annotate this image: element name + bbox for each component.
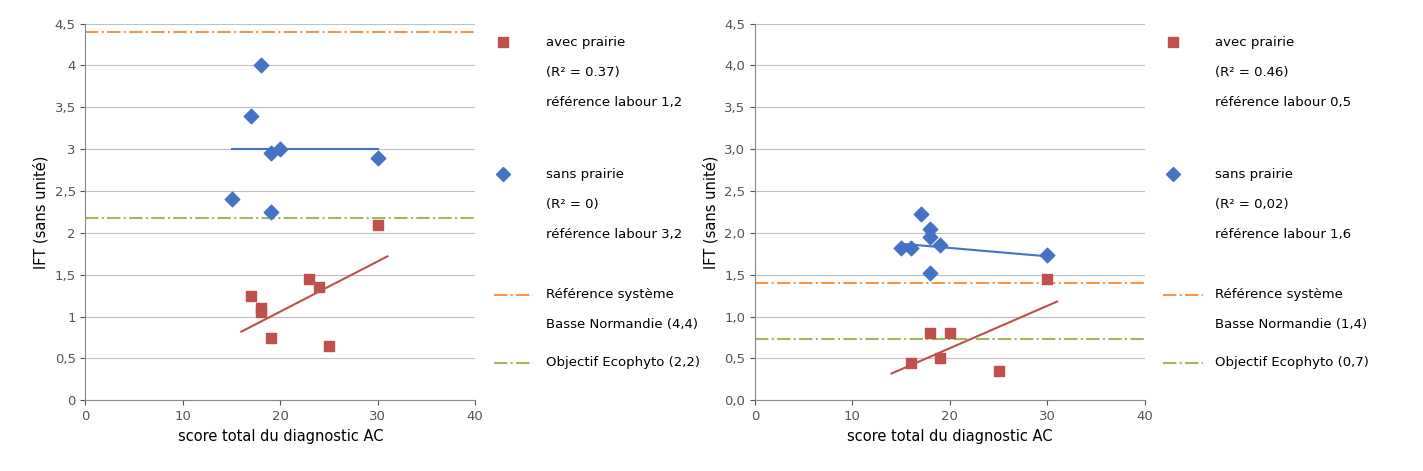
Point — [909, 211, 932, 218]
Point — [249, 309, 272, 316]
Point — [919, 233, 942, 241]
Point — [221, 195, 243, 203]
Point — [889, 244, 912, 252]
Point — [929, 242, 952, 249]
Point — [899, 244, 922, 252]
Text: Basse Normandie (4,4): Basse Normandie (4,4) — [545, 318, 697, 332]
X-axis label: score total du diagnostic AC: score total du diagnostic AC — [847, 429, 1053, 444]
Text: référence labour 1,2: référence labour 1,2 — [545, 96, 682, 109]
Point — [249, 304, 272, 312]
Text: (R² = 0.46): (R² = 0.46) — [1215, 66, 1289, 79]
Text: (R² = 0.37): (R² = 0.37) — [545, 66, 619, 79]
Point — [259, 208, 282, 216]
Point — [919, 330, 942, 337]
Point — [919, 269, 942, 277]
Point — [259, 334, 282, 341]
Text: référence labour 0,5: référence labour 0,5 — [1215, 96, 1352, 109]
Point — [307, 284, 330, 291]
Text: avec prairie: avec prairie — [1215, 36, 1295, 49]
Point — [1036, 252, 1059, 259]
Point — [366, 154, 388, 161]
Text: sans prairie: sans prairie — [1215, 168, 1294, 181]
Point — [939, 330, 962, 337]
Text: (R² = 0,02): (R² = 0,02) — [1215, 198, 1289, 211]
Text: sans prairie: sans prairie — [545, 168, 623, 181]
Point — [317, 342, 340, 349]
Point — [988, 367, 1010, 375]
Text: Référence système: Référence système — [1215, 288, 1343, 301]
Text: avec prairie: avec prairie — [545, 36, 625, 49]
Point — [239, 112, 262, 120]
Point — [929, 355, 952, 362]
Text: (R² = 0): (R² = 0) — [545, 198, 598, 211]
Text: Référence système: Référence système — [545, 288, 673, 301]
X-axis label: score total du diagnostic AC: score total du diagnostic AC — [178, 429, 383, 444]
Point — [899, 359, 922, 366]
Y-axis label: IFT (sans unité): IFT (sans unité) — [34, 155, 48, 268]
Y-axis label: IFT (sans unité): IFT (sans unité) — [703, 155, 719, 268]
Text: Objectif Ecophyto (2,2): Objectif Ecophyto (2,2) — [545, 356, 700, 369]
Text: b.: b. — [736, 0, 751, 1]
Point — [297, 275, 320, 283]
Point — [366, 221, 388, 228]
Point — [259, 150, 282, 157]
Point — [269, 146, 292, 153]
Point — [239, 292, 262, 300]
Text: référence labour 3,2: référence labour 3,2 — [545, 228, 682, 241]
Point — [919, 225, 942, 233]
Text: Basse Normandie (1,4): Basse Normandie (1,4) — [1215, 318, 1368, 332]
Text: référence labour 1,6: référence labour 1,6 — [1215, 228, 1352, 241]
Text: Objectif Ecophyto (0,7): Objectif Ecophyto (0,7) — [1215, 356, 1369, 369]
Point — [1036, 275, 1059, 283]
Point — [249, 62, 272, 69]
